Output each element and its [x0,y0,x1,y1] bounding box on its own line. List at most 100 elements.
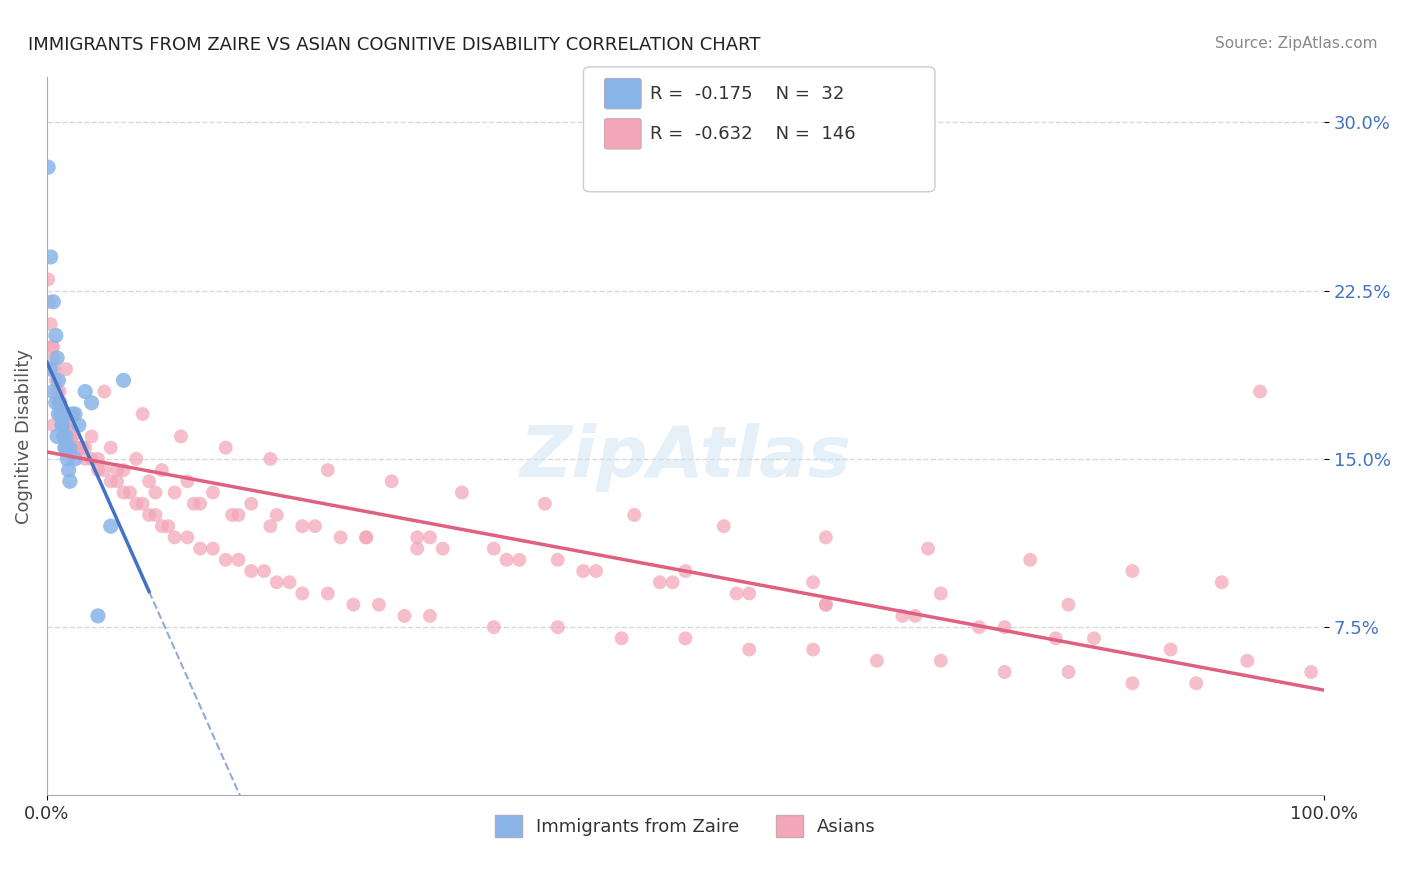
Point [100,519,122,533]
Point [188,497,211,511]
Point [51,418,73,433]
Point [259,451,281,466]
Point [48,384,70,399]
Point [221,508,243,522]
Point [904,608,927,623]
Point [994,620,1017,634]
Point [866,654,889,668]
Point [37,160,59,174]
Point [52,429,75,443]
Point [240,564,263,578]
Point [46,351,69,365]
Point [80,451,103,466]
Point [53,441,76,455]
Point [201,541,224,556]
Point [55,441,77,455]
Point [183,497,205,511]
Point [1045,632,1067,646]
Point [125,497,148,511]
Text: Source: ZipAtlas.com: Source: ZipAtlas.com [1215,36,1378,51]
Point [53,418,76,433]
Point [547,553,569,567]
Point [176,530,198,544]
Point [131,497,153,511]
Point [93,463,115,477]
Point [59,441,82,455]
Point [994,665,1017,679]
Point [163,530,186,544]
Point [215,553,238,567]
Point [367,598,389,612]
Point [145,508,167,522]
Point [39,317,62,331]
Point [266,508,288,522]
Point [381,475,404,489]
Point [100,475,122,489]
Point [801,642,824,657]
Text: ZipAtlas: ZipAtlas [520,424,851,492]
Point [661,575,683,590]
Point [291,519,314,533]
Point [1301,665,1323,679]
Point [1121,676,1143,690]
Point [316,586,339,600]
Point [87,451,110,466]
Point [80,429,103,443]
Point [228,553,250,567]
Point [62,407,84,421]
Point [814,530,837,544]
Text: R =  -0.175    N =  32: R = -0.175 N = 32 [650,85,844,103]
Y-axis label: Cognitive Disability: Cognitive Disability [15,349,32,524]
Point [112,373,135,387]
Point [39,250,62,264]
Point [63,407,86,421]
Point [482,541,505,556]
Point [51,418,73,433]
Point [42,294,65,309]
Point [48,373,70,387]
Point [342,598,364,612]
Point [329,530,352,544]
Point [100,441,122,455]
Point [725,586,748,600]
Point [508,553,530,567]
Point [534,497,557,511]
Point [63,441,86,455]
Point [87,608,110,623]
Point [228,508,250,522]
Point [75,441,97,455]
Point [1019,553,1042,567]
Point [240,497,263,511]
Point [495,553,517,567]
Point [1083,632,1105,646]
Point [38,294,60,309]
Point [41,340,63,354]
Point [451,485,474,500]
Point [45,373,67,387]
Point [55,418,77,433]
Point [648,575,671,590]
Point [46,384,69,399]
Point [814,598,837,612]
Point [138,475,160,489]
Point [150,519,173,533]
Point [59,429,82,443]
Point [673,564,696,578]
Point [72,441,94,455]
Point [48,396,70,410]
Point [138,508,160,522]
Text: R =  -0.632    N =  146: R = -0.632 N = 146 [650,125,855,143]
Point [163,485,186,500]
Point [48,396,70,410]
Point [42,340,65,354]
Point [67,441,90,455]
Point [929,586,952,600]
Point [75,384,97,399]
Point [112,485,135,500]
Point [201,485,224,500]
Point [93,384,115,399]
Point [37,272,59,286]
Point [112,463,135,477]
Point [87,463,110,477]
Point [673,632,696,646]
